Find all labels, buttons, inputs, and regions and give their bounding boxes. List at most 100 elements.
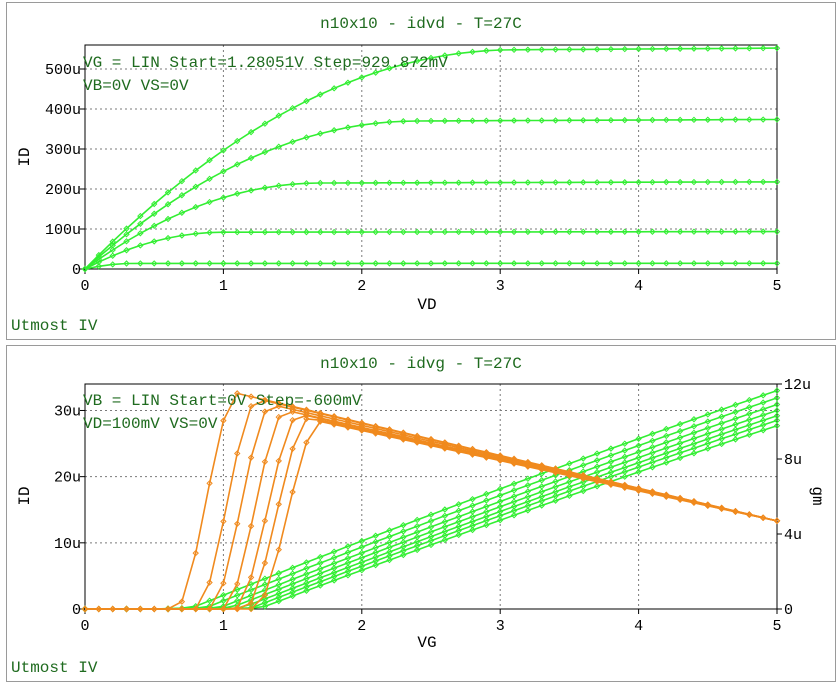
gm-series-6-point (400, 436, 407, 443)
idvd-series-3-point (524, 117, 532, 124)
gm-series-4-point (275, 457, 282, 465)
idvd-series-4-point (386, 65, 393, 72)
id-series-5-point (441, 532, 449, 539)
idvd-series-0-point (732, 260, 739, 267)
id-series-6-point (676, 454, 684, 462)
idvd-series-3-point (330, 127, 338, 134)
gm-series-6-point (317, 418, 324, 425)
idvd-series-3-point (178, 192, 186, 199)
idvd-series-2-point (580, 179, 587, 186)
gm-series-3-point (275, 413, 282, 421)
id-series-1-point (303, 565, 310, 572)
idvd-series-0-point (718, 260, 725, 267)
id-series-0-point (483, 490, 490, 498)
idvd-series-3-point (538, 117, 545, 124)
y2-tick-label: 8u (784, 452, 802, 469)
id-series-1-point (483, 497, 490, 504)
idvd-series-1-point (746, 228, 753, 235)
id-series-1-point (220, 597, 227, 604)
id-series-1-point (386, 533, 393, 540)
x-tick-label: 0 (80, 618, 89, 635)
gm-series-4-point (289, 416, 296, 424)
idvd-series-4-point (137, 212, 144, 220)
id-series-5-point (496, 512, 504, 519)
idvd-series-3-point (746, 116, 753, 123)
series-group (81, 387, 781, 613)
id-series-3-point (607, 464, 615, 471)
idvd-series-2-point (759, 178, 767, 186)
id-series-6-point (663, 459, 670, 466)
id-series-4-point (732, 426, 739, 433)
idvd-series-1-point (261, 228, 269, 236)
y-axis-label: ID (16, 147, 34, 166)
idvd-series-2-point (261, 184, 269, 191)
annotation-line-1: VB = LIN Start=0V Step=-600mV (83, 392, 362, 410)
id-series-0-point (303, 559, 310, 566)
idvd-series-0-point (137, 260, 144, 267)
idvd-series-1-point (690, 228, 698, 235)
idvd-series-3-point (427, 117, 435, 125)
idvd-series-1-point (220, 228, 227, 236)
id-series-1-point (400, 528, 407, 535)
gm-series-6-point (566, 472, 573, 479)
id-series-5-point (732, 430, 739, 438)
id-series-6-point (483, 521, 490, 529)
gm-series-6-point (593, 478, 601, 485)
x-axis-label: VG (417, 634, 436, 652)
id-series-4-point (621, 464, 628, 471)
idvd-series-4-line (84, 47, 778, 270)
gm-series-6-point (344, 424, 352, 431)
id-series-5-point (649, 459, 656, 466)
id-series-4-point (566, 483, 573, 491)
id-series-2-point (759, 405, 767, 413)
gm-series-6-point (552, 469, 559, 476)
idvd-series-0-point (275, 260, 282, 267)
id-series-1-point (690, 423, 698, 430)
idvd-series-1-point (150, 238, 158, 245)
gm-series-6-point (427, 442, 435, 449)
id-series-5-point (635, 463, 642, 471)
idvd-series-3-point (621, 116, 628, 124)
idvd-series-1-point (496, 228, 504, 236)
gm-series-3-point (289, 408, 296, 416)
id-series-2-point (732, 415, 739, 422)
idvd-series-1-point (192, 230, 199, 237)
idvd-series-1-point (234, 228, 241, 236)
idvd-series-0-point (773, 260, 781, 267)
idvd-series-2-point (220, 194, 227, 201)
id-series-0-point (773, 387, 781, 394)
idvd-series-3-point (344, 124, 352, 131)
id-series-2-point (690, 429, 698, 436)
id-series-6-point (704, 445, 712, 452)
id-series-2-point (317, 565, 324, 572)
idvd-series-4-point (663, 45, 670, 53)
idvd-panel: n10x10 - idvd - T=27C 0 1 2 3 4 5 0 100u 200u 300… (6, 2, 836, 340)
plot-frame (84, 44, 778, 270)
idvd-series-2-point (746, 178, 753, 186)
gm-series-5-point (483, 453, 490, 461)
idvd-series-2-point (206, 198, 213, 206)
idvd-series-1-point (427, 228, 435, 236)
idvd-series-2-point (289, 180, 296, 188)
id-series-1-point (455, 507, 462, 514)
idvd-series-3-point (441, 117, 449, 125)
idvd-series-0-point (358, 260, 366, 267)
idvd-series-0-point (566, 260, 573, 267)
annotation-line-1: VG = LIN Start=1.28051V Step=929.872mV (83, 54, 448, 72)
idvd-series-2-point (372, 179, 379, 187)
id-series-0-point (234, 586, 241, 593)
idvd-series-4-point (690, 45, 698, 52)
idvd-series-1-point (303, 228, 310, 236)
id-series-1-point (676, 427, 684, 435)
id-series-6-point (580, 487, 587, 495)
idvd-series-3-point (247, 154, 255, 162)
idvd-series-4-point (538, 46, 545, 53)
id-series-1-point (496, 492, 504, 499)
idvd-series-2-point (676, 178, 684, 186)
idvd-series-4-point (206, 156, 213, 164)
y-tick-label: 500u (45, 62, 81, 79)
id-series-2-point (649, 443, 656, 451)
id-series-2-point (330, 560, 338, 567)
gm-series-0-point (234, 390, 241, 397)
annotation-line-2: VB=0V VS=0V (83, 77, 189, 95)
